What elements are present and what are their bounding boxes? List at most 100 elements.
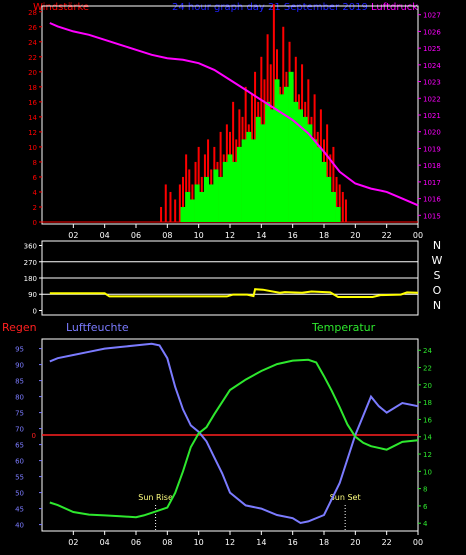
- wind-x-tick-label: 20: [350, 231, 360, 240]
- average-bar: [189, 199, 195, 222]
- humidity-x-tick-label: 02: [68, 538, 78, 547]
- gust-bar: [344, 199, 347, 222]
- pressure-y-tick-label: 1016: [423, 196, 441, 204]
- average-bar: [236, 146, 242, 222]
- humidity-x-tick-label: 06: [131, 538, 141, 547]
- humidity-x-tick-label: 04: [100, 538, 110, 547]
- direction-compass-label: N: [433, 239, 441, 252]
- direction-compass-label: S: [434, 269, 441, 282]
- wind-y-tick-label: 4: [33, 189, 38, 197]
- average-bar: [265, 101, 271, 222]
- pressure-y-axis: 1015 1016 1017 1018 1019 1020 1021 1022 1023 1024…: [418, 12, 441, 220]
- humidity-y-tick-label: 75: [15, 410, 24, 418]
- temperature-y-axis: 4 6 8 10 12 14 16 18 20 22 24: [418, 347, 432, 528]
- gust-bar: [160, 206, 163, 222]
- wind-x-tick-label: 22: [382, 231, 392, 240]
- average-bar: [251, 139, 256, 222]
- temperature-y-tick-label: 6: [423, 503, 428, 511]
- rain-legend: Regen: [2, 321, 37, 334]
- wind-y-tick-label: 28: [28, 9, 37, 17]
- wind-y-tick-label: 20: [28, 69, 37, 77]
- pressure-line: [49, 22, 419, 207]
- wind-y-tick-label: 18: [28, 84, 37, 92]
- pressure-y-tick-label: 1020: [423, 129, 441, 137]
- pressure-y-tick-label: 1025: [423, 45, 441, 53]
- temperature-line: [49, 358, 419, 519]
- direction-y-tick-label: 270: [24, 259, 37, 267]
- pressure-y-tick-label: 1026: [423, 28, 441, 36]
- humidity-y-tick-label: 80: [15, 394, 24, 402]
- average-bar: [185, 191, 191, 222]
- gust-bar: [174, 199, 177, 222]
- wind-y-tick-label: 2: [33, 204, 37, 212]
- humidity-x-axis: 02 04 06 08 10 12 14 16 18 20 22 00: [68, 531, 423, 547]
- average-bar: [222, 161, 228, 222]
- temperature-y-tick-label: 24: [423, 347, 432, 355]
- gust-bar: [164, 184, 167, 222]
- average-bar: [246, 131, 252, 222]
- humidity-y-tick-label: 65: [15, 442, 24, 450]
- wind-x-tick-label: 02: [68, 231, 78, 240]
- wind-x-tick-label: 10: [194, 231, 204, 240]
- humidity-x-tick-label: 16: [288, 538, 298, 547]
- average-bar: [330, 191, 336, 222]
- humidity-temperature-panel: 02 04 06 08 10 12 14 16 18 20 22 00 404550556065707…: [15, 338, 432, 547]
- wind-y-tick-label: 26: [28, 24, 37, 32]
- wind-legend: Windstärke: [33, 2, 89, 13]
- pressure-y-tick-label: 1017: [423, 179, 441, 187]
- humidity-y-tick-label: 85: [15, 378, 24, 386]
- temperature-y-tick-label: 16: [423, 416, 432, 424]
- wind-x-tick-label: 18: [319, 231, 329, 240]
- wind-x-tick-label: 16: [288, 231, 298, 240]
- humidity-y-tick-label: 50: [15, 490, 24, 498]
- sun-annotations: Sun Rise Sun Set: [138, 493, 361, 531]
- chart-title: 24 hour graph day 21 September 2019: [172, 2, 368, 13]
- direction-y-tick-label: 0: [33, 307, 37, 315]
- humidity-x-tick-label: 00: [413, 538, 423, 547]
- average-bar: [241, 139, 247, 222]
- temperature-y-tick-label: 14: [423, 434, 432, 442]
- humidity-x-tick-label: 20: [350, 538, 360, 547]
- rain-tick-label: 0: [32, 432, 36, 440]
- average-bar: [180, 206, 186, 222]
- average-bar: [316, 146, 322, 222]
- direction-compass-label: O: [433, 284, 442, 297]
- direction-compass-label: N: [433, 299, 441, 312]
- average-bar: [321, 161, 327, 222]
- pressure-y-tick-label: 1021: [423, 112, 441, 120]
- temperature-y-tick-label: 20: [423, 382, 432, 390]
- average-bar: [199, 191, 205, 222]
- wind-x-tick-label: 04: [100, 231, 110, 240]
- temperature-y-tick-label: 8: [423, 486, 427, 494]
- direction-y-axis: 0 90 180 270 360: [24, 243, 42, 315]
- wind-y-tick-label: 8: [33, 159, 37, 167]
- temperature-y-tick-label: 12: [423, 451, 432, 459]
- wind-y-tick-label: 24: [28, 39, 37, 47]
- pressure-y-tick-label: 1018: [423, 162, 441, 170]
- average-bar: [279, 94, 285, 222]
- average-bar: [269, 109, 275, 222]
- average-bar: [307, 124, 313, 222]
- wind-x-axis: 02 04 06 08 10 12 14 16 18 20 22 00: [68, 224, 423, 240]
- humidity-line: [49, 342, 419, 525]
- humidity-legend: Luftfeuchte: [66, 321, 129, 334]
- humidity-y-axis: 40 45 50 55 60 65 70 75 80 85 90 95: [15, 346, 42, 530]
- humidity-y-tick-label: 70: [15, 426, 24, 434]
- average-bar: [302, 116, 308, 222]
- direction-y-tick-label: 360: [24, 243, 37, 251]
- gust-bar: [335, 176, 338, 222]
- direction-compass-label: W: [432, 254, 443, 267]
- pressure-y-tick-label: 1023: [423, 79, 441, 87]
- direction-y-tick-label: 180: [24, 275, 37, 283]
- wind-y-tick-label: 6: [33, 174, 38, 182]
- wind-x-tick-label: 00: [413, 231, 423, 240]
- average-bar: [208, 184, 214, 222]
- average-bar: [227, 154, 233, 222]
- humidity-y-tick-label: 90: [15, 362, 24, 370]
- wind-pressure-panel: 02 04 06 08 10 12 14 16 18 20 22 00 024681012141618…: [28, 4, 441, 240]
- average-bar: [335, 206, 341, 222]
- direction-line: [49, 288, 419, 298]
